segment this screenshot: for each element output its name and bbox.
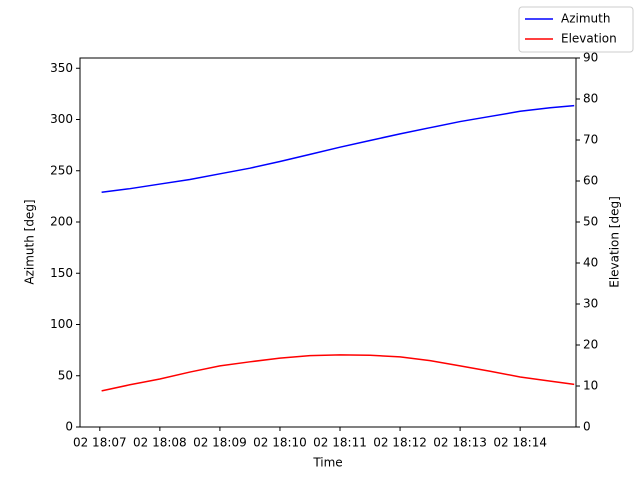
y2-tick-label: 0 xyxy=(583,420,591,434)
y2-tick-label: 10 xyxy=(583,379,598,393)
y-tick-label: 250 xyxy=(50,163,73,177)
legend-label: Elevation xyxy=(561,32,617,46)
x-tick-label: 02 18:07 xyxy=(73,436,127,450)
x-axis-label: Time xyxy=(312,456,342,470)
x-tick-label: 02 18:14 xyxy=(493,436,547,450)
x-tick-label: 02 18:13 xyxy=(433,436,487,450)
y-tick-label: 200 xyxy=(50,215,73,229)
x-tick-label: 02 18:12 xyxy=(373,436,427,450)
plot-frame xyxy=(79,57,577,428)
data-line xyxy=(101,354,575,392)
y-tick-label: 0 xyxy=(65,420,73,434)
y2-tick-label: 70 xyxy=(583,133,598,147)
y-tick-label: 300 xyxy=(50,112,73,126)
legend-label: Azimuth xyxy=(561,12,610,26)
y2-tick-label: 60 xyxy=(583,174,598,188)
y2-tick-label: 20 xyxy=(583,338,598,352)
y-tick-label: 50 xyxy=(58,368,73,382)
y-tick-label: 150 xyxy=(50,266,73,280)
y2-tick-label: 90 xyxy=(583,51,598,65)
x-tick-label: 02 18:09 xyxy=(193,436,247,450)
data-line xyxy=(101,104,575,194)
x-tick-label: 02 18:11 xyxy=(313,436,367,450)
x-tick-label: 02 18:08 xyxy=(133,436,187,450)
y-tick-label: 350 xyxy=(50,61,73,75)
y-axis-label: Azimuth [deg] xyxy=(23,199,37,284)
y2-tick-label: 80 xyxy=(583,92,598,106)
y2-tick-label: 30 xyxy=(583,297,598,311)
y2-axis-label: Elevation [deg] xyxy=(608,196,622,288)
y2-tick-label: 40 xyxy=(583,256,598,270)
y-tick-label: 100 xyxy=(50,317,73,331)
x-tick-label: 02 18:10 xyxy=(253,436,307,450)
y2-tick-label: 50 xyxy=(583,215,598,229)
